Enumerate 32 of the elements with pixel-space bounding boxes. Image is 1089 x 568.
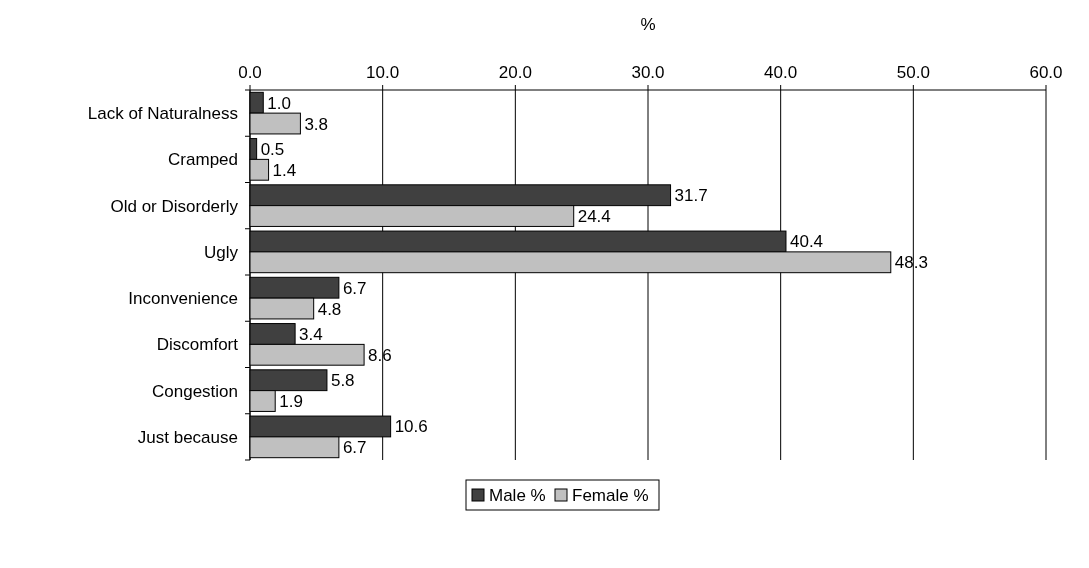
x-tick-label: 40.0 — [764, 63, 798, 82]
text: 31.7 — [674, 186, 708, 206]
text: 5.8 — [330, 371, 355, 391]
legend-label: Female % — [572, 486, 649, 505]
y-tick-label: Discomfort — [156, 335, 239, 355]
y-tick-label: Lack of Naturalness — [87, 104, 238, 124]
y-tick-label: Congestion — [151, 381, 238, 401]
y-tick-label: Inconvenience — [128, 289, 238, 309]
x-tick-label: 0.0 — [238, 63, 262, 82]
text: 40.4 — [789, 232, 824, 252]
text: 6.7 — [342, 438, 367, 458]
text: 24.4 — [577, 207, 611, 227]
x-tick-label: 60.0 — [1029, 63, 1063, 82]
text: 4.8 — [317, 299, 342, 319]
x-tick-label: 20.0 — [498, 63, 532, 82]
text: 1.0 — [267, 93, 291, 113]
x-tick-label: 10.0 — [366, 63, 400, 82]
y-tick-label: Cramped — [168, 150, 238, 170]
text: 3.8 — [304, 114, 329, 134]
text: 6.7 — [342, 278, 367, 298]
x-axis-title: % — [640, 15, 656, 34]
text: 10.6 — [394, 417, 428, 437]
text: 0.5 — [260, 139, 285, 159]
text: 3.4 — [299, 324, 323, 344]
legend-label: Male % — [489, 486, 546, 505]
text: 1.9 — [279, 392, 303, 412]
y-tick-label: Old or Disorderly — [110, 196, 239, 216]
x-tick-label: 50.0 — [896, 63, 930, 82]
y-tick-label: Just because — [137, 427, 238, 447]
text: 1.4 — [272, 160, 297, 180]
y-tick-label: Ugly — [203, 242, 239, 262]
x-tick-label: 30.0 — [631, 63, 665, 82]
